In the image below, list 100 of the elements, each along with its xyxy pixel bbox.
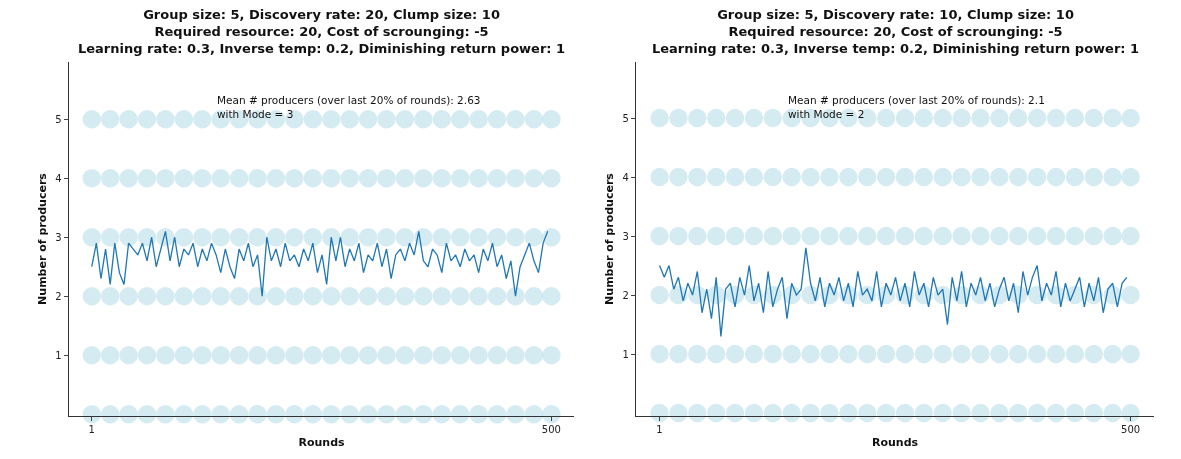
point	[266, 227, 286, 247]
point	[725, 108, 745, 128]
point	[193, 168, 212, 188]
point	[450, 345, 470, 365]
point	[1084, 226, 1104, 246]
point	[933, 226, 952, 246]
y-tick-label: 5	[622, 112, 629, 124]
point	[137, 345, 157, 365]
point	[414, 168, 433, 188]
point	[1009, 226, 1028, 246]
point	[229, 168, 249, 188]
point	[469, 168, 488, 188]
point	[725, 403, 745, 423]
point	[801, 167, 820, 187]
point	[782, 344, 801, 364]
point	[857, 344, 877, 364]
point	[971, 344, 990, 364]
point	[1121, 285, 1140, 305]
point	[876, 108, 896, 128]
point	[820, 403, 839, 423]
point	[914, 403, 934, 423]
point	[706, 226, 726, 246]
point	[377, 345, 396, 365]
chart-title: Group size: 5, Discovery rate: 10, Clump size: 10 Required resource: 20, Cost of scrounging: -5 Learning rate: 0.3, Inverse temp: 0.2, Diminishing return power: 1	[652, 7, 1140, 56]
point	[1027, 226, 1047, 246]
point	[839, 167, 858, 187]
point	[248, 345, 267, 365]
point	[100, 286, 120, 306]
point	[174, 168, 194, 188]
point	[174, 109, 194, 129]
point	[174, 345, 194, 365]
point	[914, 344, 934, 364]
point	[487, 227, 507, 247]
point	[119, 286, 138, 306]
point	[952, 403, 971, 423]
point	[506, 168, 525, 188]
point	[322, 109, 341, 129]
point	[1009, 344, 1028, 364]
point	[1121, 403, 1140, 423]
y-tick-label: 3	[55, 231, 62, 243]
point	[506, 109, 525, 129]
x-tick-label: 500	[541, 424, 561, 435]
point	[450, 109, 470, 129]
point	[669, 226, 688, 246]
point	[414, 345, 433, 365]
point	[340, 168, 359, 188]
point	[82, 404, 102, 424]
point	[650, 108, 669, 128]
point	[137, 227, 157, 247]
point	[971, 167, 990, 187]
point	[952, 344, 971, 364]
point	[303, 286, 323, 306]
point	[266, 286, 286, 306]
point	[469, 345, 488, 365]
point	[744, 167, 764, 187]
point	[377, 227, 396, 247]
point	[340, 286, 359, 306]
point	[156, 286, 175, 306]
point	[1009, 167, 1028, 187]
point	[725, 167, 745, 187]
point	[688, 108, 707, 128]
point	[82, 168, 102, 188]
point	[542, 345, 561, 365]
point	[1046, 167, 1066, 187]
point	[933, 344, 952, 364]
x-axis-title: Rounds	[872, 436, 919, 450]
point	[1009, 108, 1028, 128]
point	[669, 108, 688, 128]
annotation: Mean # producers (over last 20% of rounds): 2.63 with Mode = 3	[217, 94, 481, 120]
point	[524, 286, 544, 306]
point	[1121, 108, 1140, 128]
point	[211, 404, 230, 424]
point	[395, 227, 415, 247]
point	[706, 344, 726, 364]
point	[990, 108, 1009, 128]
point	[322, 168, 341, 188]
point	[119, 168, 138, 188]
point	[1027, 403, 1047, 423]
point	[119, 345, 138, 365]
point	[377, 109, 396, 129]
point	[933, 403, 952, 423]
point	[801, 226, 820, 246]
chart-title: Group size: 5, Discovery rate: 20, Clump size: 10 Required resource: 20, Cost of scrounging: -5 Learning rate: 0.3, Inverse temp: 0.2, Diminishing return power: 1	[78, 7, 566, 56]
point	[377, 404, 396, 424]
point	[100, 404, 120, 424]
point	[469, 227, 488, 247]
point	[506, 227, 525, 247]
point	[876, 226, 896, 246]
point	[248, 404, 267, 424]
point	[524, 109, 544, 129]
point	[763, 344, 783, 364]
point	[706, 167, 726, 187]
point	[266, 404, 286, 424]
point	[895, 108, 915, 128]
point	[876, 167, 896, 187]
point	[1103, 108, 1122, 128]
point	[914, 226, 934, 246]
point	[744, 108, 764, 128]
point	[100, 109, 120, 129]
point	[688, 344, 707, 364]
